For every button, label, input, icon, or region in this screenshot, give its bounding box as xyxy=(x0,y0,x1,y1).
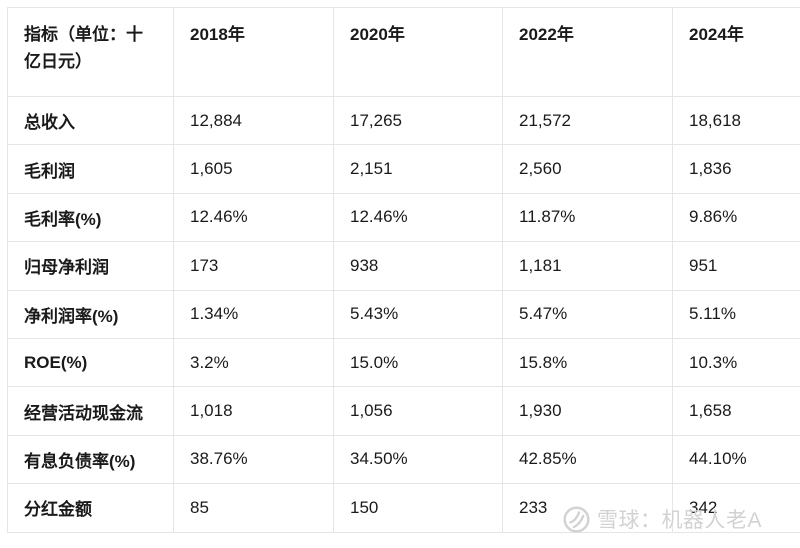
cell-value: 1,930 xyxy=(502,386,673,436)
cell-value: 38.76% xyxy=(173,434,334,485)
table-row: ROE(%) 3.2% 15.0% 15.8% 10.3% xyxy=(7,337,800,388)
cell-value: 18,618 xyxy=(672,95,800,146)
cell-value: 10.3% xyxy=(672,337,800,388)
table-row: 毛利率(%) 12.46% 12.46% 11.87% 9.86% xyxy=(7,192,800,243)
header-year: 2018年 xyxy=(173,7,334,97)
cell-value: 44.10% xyxy=(672,434,800,485)
cell-value: 173 xyxy=(173,241,334,291)
cell-value: 5.43% xyxy=(333,289,503,339)
table-body: 总收入 12,884 17,265 21,572 18,618 毛利润 1,605 2,151… xyxy=(7,95,800,533)
table-row: 经营活动现金流 1,018 1,056 1,930 1,658 xyxy=(7,386,800,436)
row-label: 分红金额 xyxy=(7,483,174,533)
cell-value: 11.87% xyxy=(502,192,673,243)
cell-value: 1.34% xyxy=(173,289,334,339)
row-label: 经营活动现金流 xyxy=(7,386,174,436)
cell-value: 951 xyxy=(672,241,800,291)
cell-value: 85 xyxy=(173,483,334,533)
cell-value: 1,658 xyxy=(672,386,800,436)
table-row: 归母净利润 173 938 1,181 951 xyxy=(7,241,800,291)
cell-value: 2,151 xyxy=(333,144,503,194)
cell-value: 12,884 xyxy=(173,95,334,146)
header-row: 指标（单位：十 亿日元） 2018年 2020年 2022年 2024年 xyxy=(7,7,800,97)
cell-value: 34.50% xyxy=(333,434,503,485)
row-label: 有息负债率(%) xyxy=(7,434,174,485)
cell-value: 42.85% xyxy=(502,434,673,485)
table-row: 净利润率(%) 1.34% 5.43% 5.47% 5.11% xyxy=(7,289,800,339)
cell-value: 5.11% xyxy=(672,289,800,339)
cell-value: 938 xyxy=(333,241,503,291)
cell-value: 9.86% xyxy=(672,192,800,243)
row-label: 毛利率(%) xyxy=(7,192,174,243)
row-label: 归母净利润 xyxy=(7,241,174,291)
cell-value: 12.46% xyxy=(173,192,334,243)
table-row: 毛利润 1,605 2,151 2,560 1,836 xyxy=(7,144,800,194)
row-label: ROE(%) xyxy=(7,337,174,388)
cell-value: 15.8% xyxy=(502,337,673,388)
row-label: 净利润率(%) xyxy=(7,289,174,339)
header-year: 2020年 xyxy=(333,7,503,97)
cell-value: 5.47% xyxy=(502,289,673,339)
cell-value: 1,056 xyxy=(333,386,503,436)
financial-table: 指标（单位：十 亿日元） 2018年 2020年 2022年 2024年 总收入 12,… xyxy=(7,7,800,533)
header-year: 2024年 xyxy=(672,7,800,97)
cell-value: 1,836 xyxy=(672,144,800,194)
table-row: 有息负债率(%) 38.76% 34.50% 42.85% 44.10% xyxy=(7,434,800,485)
header-indicator: 指标（单位：十 亿日元） xyxy=(7,7,174,97)
cell-value: 17,265 xyxy=(333,95,503,146)
cell-value: 15.0% xyxy=(333,337,503,388)
cell-value: 233 xyxy=(502,483,673,533)
table-row: 分红金额 85 150 233 342 xyxy=(7,483,800,533)
cell-value: 342 xyxy=(672,483,800,533)
table-row: 总收入 12,884 17,265 21,572 18,618 xyxy=(7,95,800,146)
cell-value: 1,605 xyxy=(173,144,334,194)
row-label: 毛利润 xyxy=(7,144,174,194)
cell-value: 1,181 xyxy=(502,241,673,291)
cell-value: 12.46% xyxy=(333,192,503,243)
header-year: 2022年 xyxy=(502,7,673,97)
cell-value: 21,572 xyxy=(502,95,673,146)
cell-value: 3.2% xyxy=(173,337,334,388)
cell-value: 2,560 xyxy=(502,144,673,194)
cell-value: 1,018 xyxy=(173,386,334,436)
cell-value: 150 xyxy=(333,483,503,533)
row-label: 总收入 xyxy=(7,95,174,146)
